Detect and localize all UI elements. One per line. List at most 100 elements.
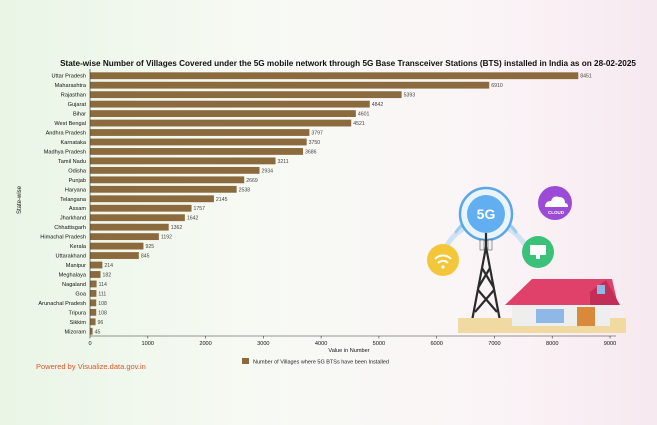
data-label: 114	[99, 282, 107, 288]
y-axis-label: State-wise	[17, 185, 23, 214]
bar	[90, 214, 185, 222]
data-label: 925	[145, 244, 154, 250]
bar	[90, 72, 579, 80]
data-label: 845	[141, 254, 150, 260]
data-label: 3686	[305, 149, 317, 155]
bar	[90, 91, 402, 99]
bar	[90, 100, 370, 108]
data-label: 3750	[309, 140, 321, 146]
y-tick-label: Uttarakhand	[56, 254, 86, 260]
bar	[90, 204, 192, 212]
bar	[90, 148, 303, 155]
data-label: 1642	[187, 216, 199, 222]
legend-label: Number of Villages where 5G BTSs have be…	[253, 360, 389, 366]
tower-icon	[469, 233, 503, 327]
y-tick-label: Punjab	[69, 178, 86, 184]
data-label: 4601	[358, 112, 370, 118]
x-tick-label: 9000	[604, 341, 616, 347]
data-label: 4521	[353, 121, 365, 127]
bar	[90, 119, 352, 127]
bar	[90, 129, 310, 136]
5g-badge-label: 5G	[477, 206, 496, 222]
y-tick-label: Sikkim	[70, 320, 87, 326]
y-tick-label: Chhattisgarh	[54, 225, 86, 231]
x-tick-label: 6000	[430, 341, 442, 347]
legend-swatch	[242, 358, 249, 364]
bar	[90, 242, 144, 250]
x-tick-label: 1000	[142, 341, 154, 347]
y-tick-label: Telangana	[60, 197, 87, 203]
y-tick-label: Rajasthan	[61, 93, 86, 99]
bar	[90, 290, 97, 297]
chart-title: State-wise Number of Villages Covered un…	[60, 59, 636, 68]
y-tick-label: Maharashtra	[55, 83, 87, 89]
bar	[90, 110, 356, 117]
data-label: 1757	[194, 206, 206, 212]
data-label: 4842	[372, 102, 384, 108]
y-tick-label: Haryana	[65, 187, 87, 193]
data-label: 45	[95, 329, 101, 335]
data-label: 2669	[246, 178, 258, 184]
house-icon	[505, 279, 620, 326]
y-tick-label: Tripura	[68, 310, 86, 316]
x-tick-label: 2000	[199, 341, 211, 347]
bar	[90, 138, 307, 146]
data-label: 2934	[262, 168, 274, 174]
data-label: 3211	[278, 159, 289, 165]
y-tick-label: West Bengal	[54, 121, 86, 127]
bar	[90, 185, 237, 193]
y-tick-label: Odisha	[68, 168, 87, 174]
y-tick-label: Mizoram	[65, 329, 87, 335]
y-tick-label: Goa	[75, 291, 86, 297]
data-label: 1192	[161, 235, 172, 241]
y-tick-label: Tamil Nadu	[58, 159, 86, 165]
y-tick-label: Gujarat	[68, 102, 87, 108]
x-tick-label: 8000	[546, 341, 558, 347]
bar	[90, 280, 97, 288]
data-label: 214	[104, 263, 113, 269]
y-tick-label: Kerala	[70, 244, 87, 250]
y-tick-label: Manipur	[66, 263, 86, 269]
bar	[90, 327, 93, 335]
data-label: 2145	[216, 197, 228, 203]
axes: Uttar Pradesh 8451 Maharashtra 6910 Rajastha…	[38, 69, 616, 347]
bar	[90, 157, 276, 165]
bar	[90, 299, 97, 307]
y-tick-label: Nagaland	[62, 282, 86, 288]
data-label: 108	[98, 301, 107, 307]
y-tick-label: Arunachal Pradesh	[38, 301, 86, 307]
data-label: 2538	[239, 187, 251, 193]
data-label: 111	[98, 291, 106, 297]
y-tick-label: Jharkhand	[60, 216, 86, 222]
y-tick-label: Bihar	[73, 112, 86, 118]
bar	[90, 81, 490, 89]
y-tick-label: Himachal Pradesh	[40, 235, 86, 241]
data-label: 108	[98, 310, 107, 316]
y-tick-label: Uttar Pradesh	[51, 74, 86, 80]
bar	[90, 233, 159, 241]
bar	[90, 176, 245, 184]
bar	[90, 308, 97, 316]
x-tick-label: 5000	[373, 341, 385, 347]
y-tick-label: Madhya Pradesh	[44, 149, 86, 155]
bar	[90, 252, 139, 259]
x-tick-label: 3000	[257, 341, 269, 347]
data-label: 5393	[404, 93, 416, 99]
bar	[90, 271, 101, 278]
tower-house-illustration: 5G CLOUD	[427, 186, 626, 333]
y-tick-label: Meghalaya	[59, 272, 87, 278]
y-tick-label: Assam	[69, 206, 86, 212]
data-label: 8451	[580, 74, 592, 80]
cloud-label: CLOUD	[548, 210, 565, 215]
bar	[90, 261, 103, 269]
bar	[90, 195, 214, 203]
data-label: 3797	[311, 131, 323, 137]
footer-credit: Powered by Visualize.data.gov.in	[36, 362, 146, 371]
data-label: 6910	[491, 83, 503, 89]
x-tick-label: 4000	[315, 341, 327, 347]
bar	[90, 318, 96, 326]
y-tick-label: Andhra Pradesh	[46, 131, 86, 137]
x-axis-label: Value in Number	[328, 348, 369, 354]
bars	[90, 72, 579, 335]
